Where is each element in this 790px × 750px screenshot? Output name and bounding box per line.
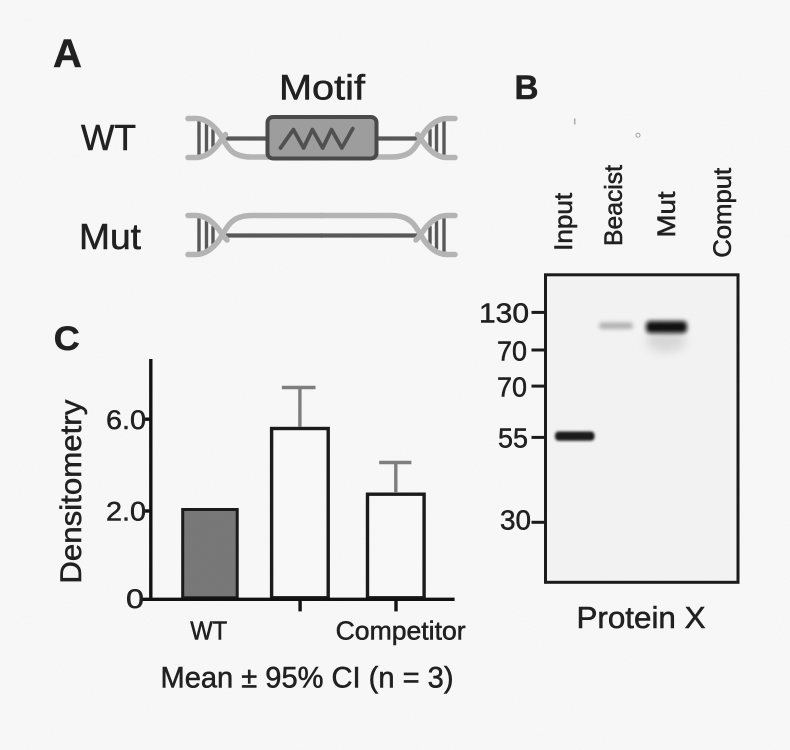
svg-text:Input: Input [550, 193, 578, 251]
svg-text:A: A [53, 32, 82, 76]
svg-text:30: 30 [500, 505, 531, 536]
svg-text:B: B [515, 69, 539, 107]
svg-text:Comput: Comput [709, 168, 737, 258]
svg-text:55: 55 [498, 423, 528, 454]
svg-text:WT: WT [81, 117, 136, 158]
svg-text:Motif: Motif [279, 69, 365, 108]
svg-text:70: 70 [497, 372, 527, 403]
svg-text:Densitometry: Densitometry [55, 400, 88, 584]
svg-text:Mut: Mut [79, 216, 141, 257]
svg-text:0: 0 [126, 584, 144, 614]
svg-text:Beacist: Beacist [600, 165, 628, 246]
svg-text:Mut: Mut [653, 191, 681, 237]
svg-text:6.0: 6.0 [106, 405, 146, 435]
svg-text:130: 130 [479, 298, 529, 329]
svg-text:Mean ± 95% CI (n = 3): Mean ± 95% CI (n = 3) [161, 662, 454, 695]
svg-text:2.0: 2.0 [106, 497, 146, 527]
svg-text:Competitor: Competitor [336, 616, 466, 646]
svg-text:70: 70 [497, 336, 527, 367]
svg-text:WT: WT [190, 616, 227, 646]
svg-text:C: C [54, 320, 80, 358]
svg-text:Protein X: Protein X [577, 600, 706, 635]
